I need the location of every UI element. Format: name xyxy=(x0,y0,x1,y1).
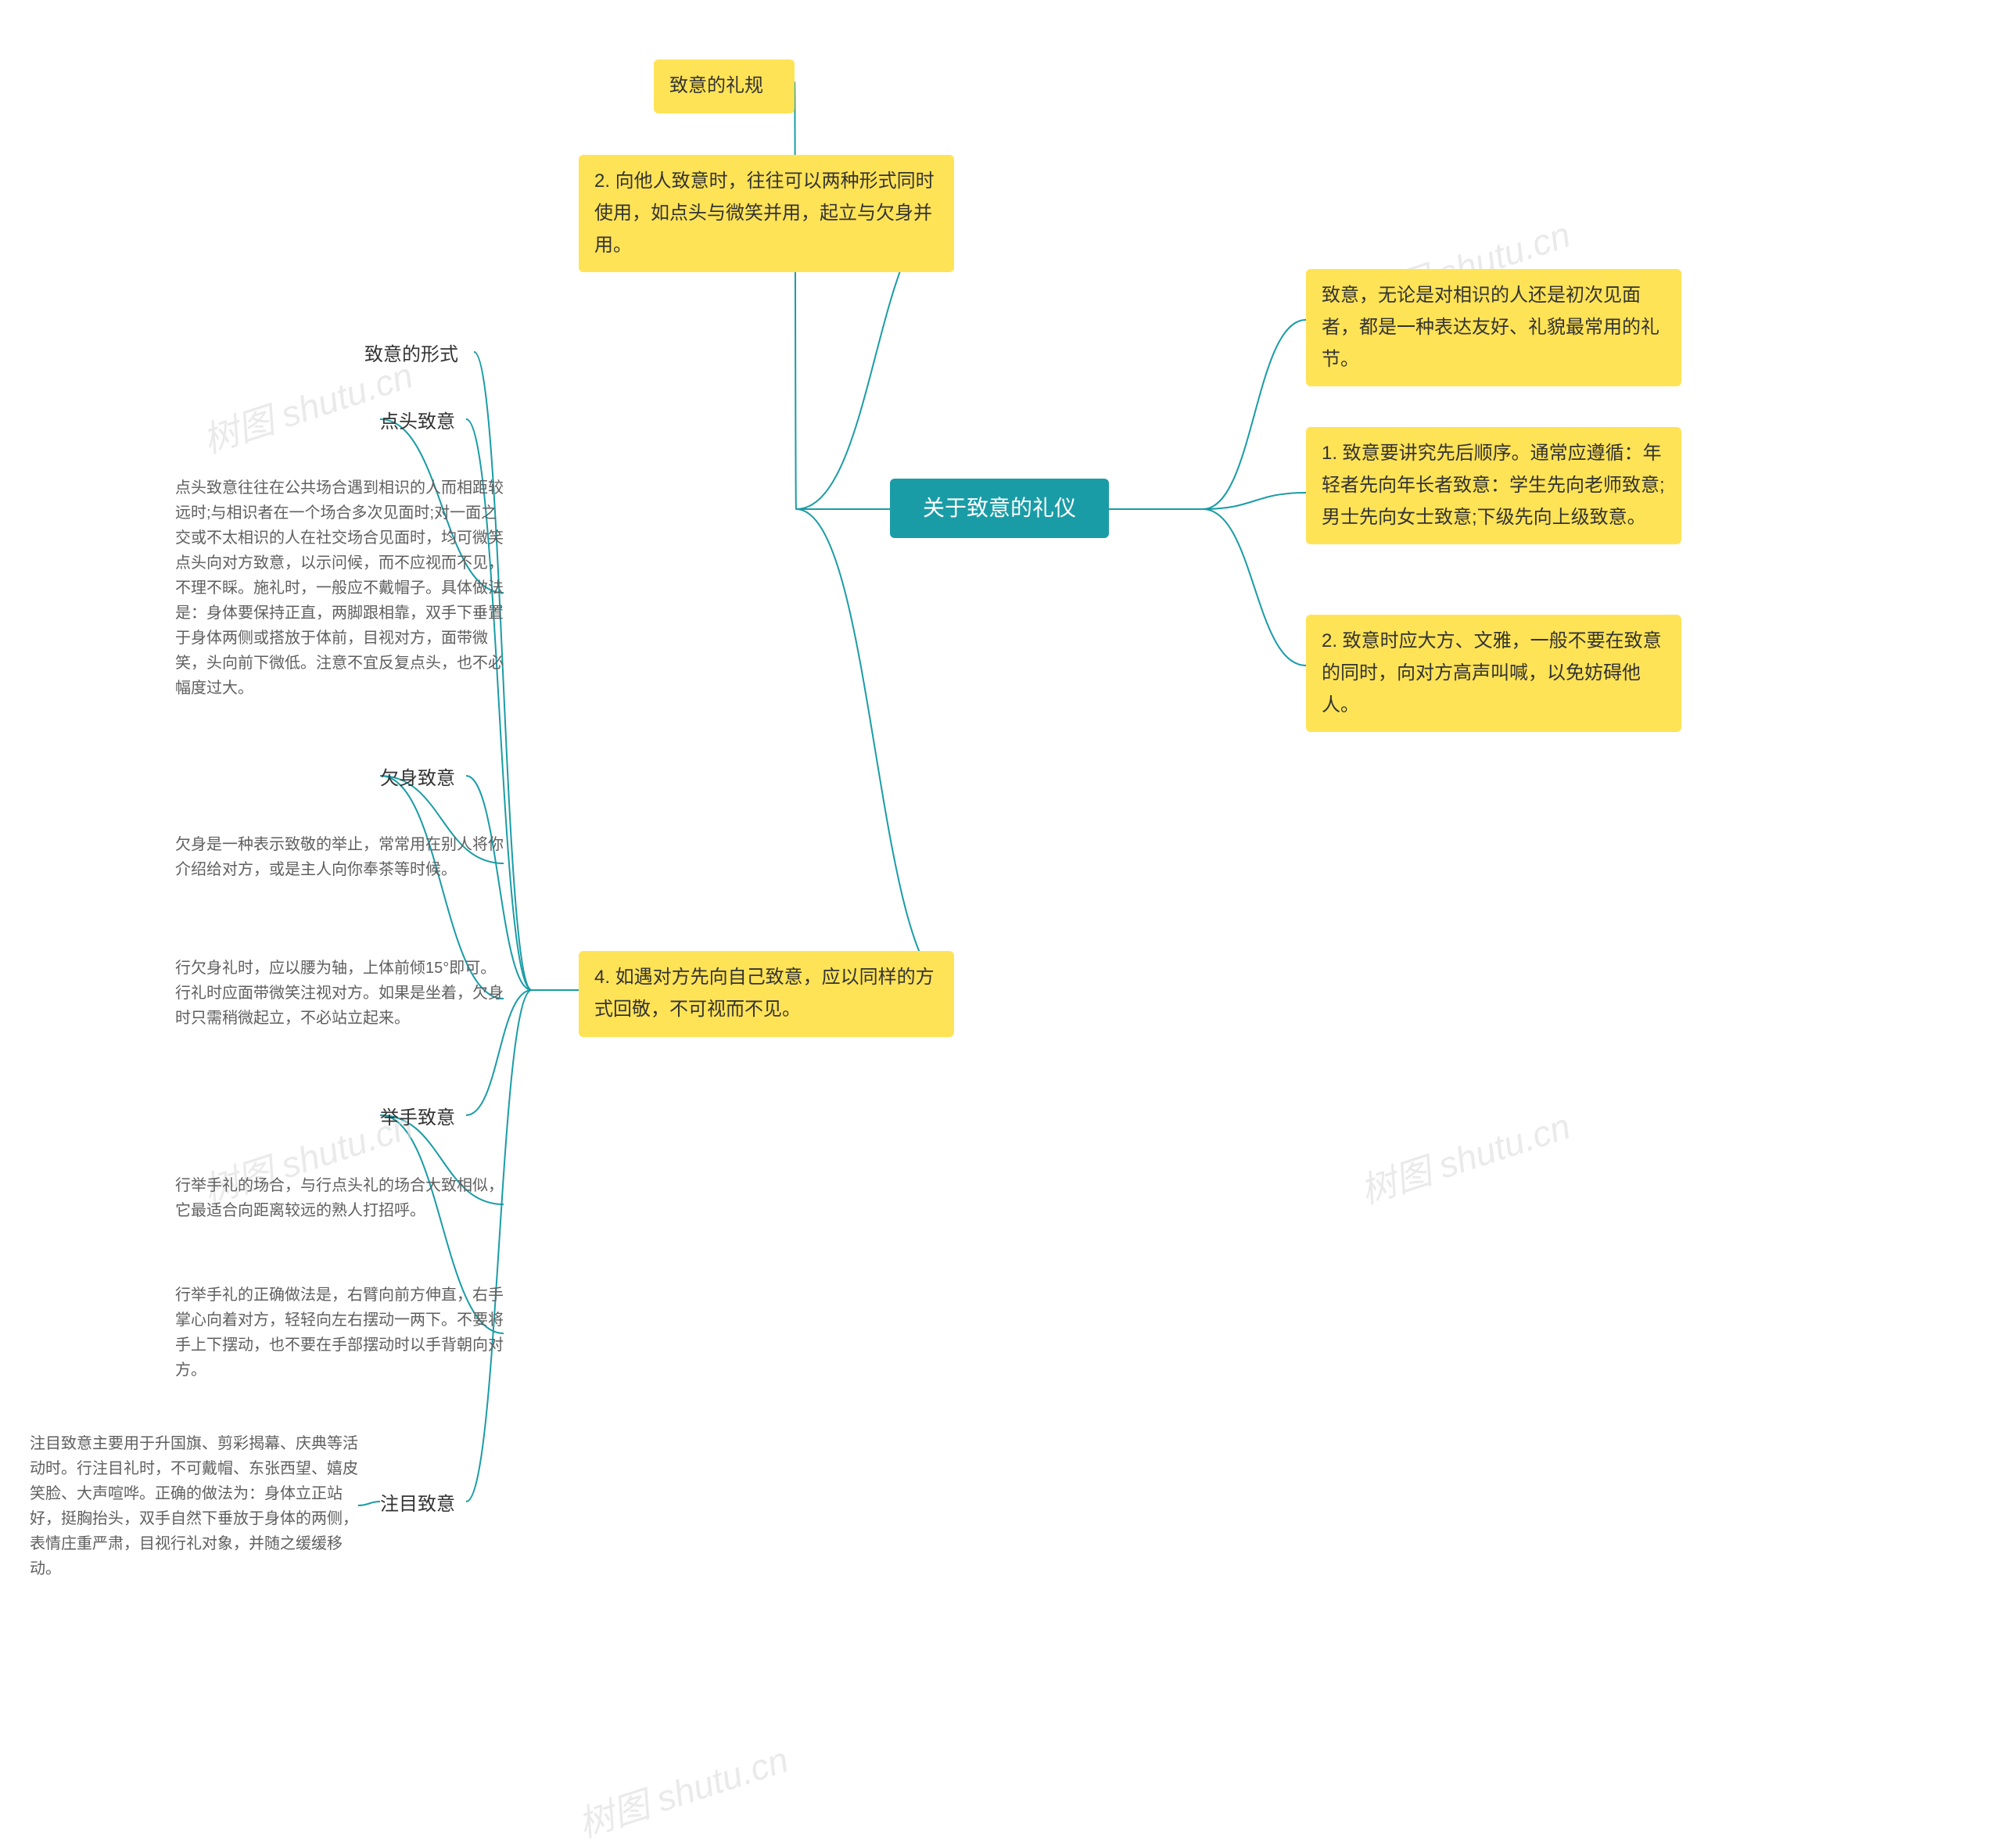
paragraph-g3-1: 行举手礼的正确做法是，右臂向前方伸直，右手掌心向着对方，轻轻向左右摆动一两下。不… xyxy=(175,1283,504,1383)
left-node-l1: 致意的礼规 xyxy=(654,59,795,113)
right-node-r1: 致意，无论是对相识的人还是初次见面者，都是一种表达友好、礼貌最常用的礼节。 xyxy=(1306,269,1681,386)
forms-label: 致意的形式 xyxy=(364,336,474,375)
paragraph-g1-0: 点头致意往往在公共场合遇到相识的人而相距较远时;与相识者在一个场合多次见面时;对… xyxy=(175,475,504,701)
left-node-l3: 4. 如遇对方先向自己致意，应以同样的方式回敬，不可视而不见。 xyxy=(579,951,954,1037)
right-node-r3: 2. 致意时应大方、文雅，一般不要在致意的同时，向对方高声叫喊，以免妨碍他人。 xyxy=(1306,615,1681,732)
mindmap-canvas: 树图 shutu.cn树图 shutu.cn树图 shutu.cn树图 shut… xyxy=(0,0,2002,1836)
form-label-g2: 欠身致意 xyxy=(380,760,466,798)
form-label-g3: 举手致意 xyxy=(380,1100,466,1138)
paragraph-g3-0: 行举手礼的场合，与行点头礼的场合大致相似，它最适合向距离较远的熟人打招呼。 xyxy=(175,1173,504,1223)
watermark: 树图 shutu.cn xyxy=(571,1731,794,1848)
form-label-g4: 注目致意 xyxy=(380,1486,466,1524)
watermark: 树图 shutu.cn xyxy=(1353,1098,1576,1215)
left-node-l2: 2. 向他人致意时，往往可以两种形式同时使用，如点头与微笑并用，起立与欠身并用。 xyxy=(579,155,954,272)
right-node-r2: 1. 致意要讲究先后顺序。通常应遵循：年轻者先向年长者致意：学生先向老师致意;男… xyxy=(1306,427,1681,544)
root-node: 关于致意的礼仪 xyxy=(890,479,1109,538)
paragraph-g4-0: 注目致意主要用于升国旗、剪彩揭幕、庆典等活动时。行注目礼时，不可戴帽、东张西望、… xyxy=(30,1431,358,1581)
form-label-g1: 点头致意 xyxy=(380,404,466,442)
paragraph-g2-1: 行欠身礼时，应以腰为轴，上体前倾15°即可。行礼时应面带微笑注视对方。如果是坐着… xyxy=(175,956,504,1031)
paragraph-g2-0: 欠身是一种表示致敬的举止，常常用在别人将你介绍给对方，或是主人向你奉茶等时候。 xyxy=(175,832,504,882)
